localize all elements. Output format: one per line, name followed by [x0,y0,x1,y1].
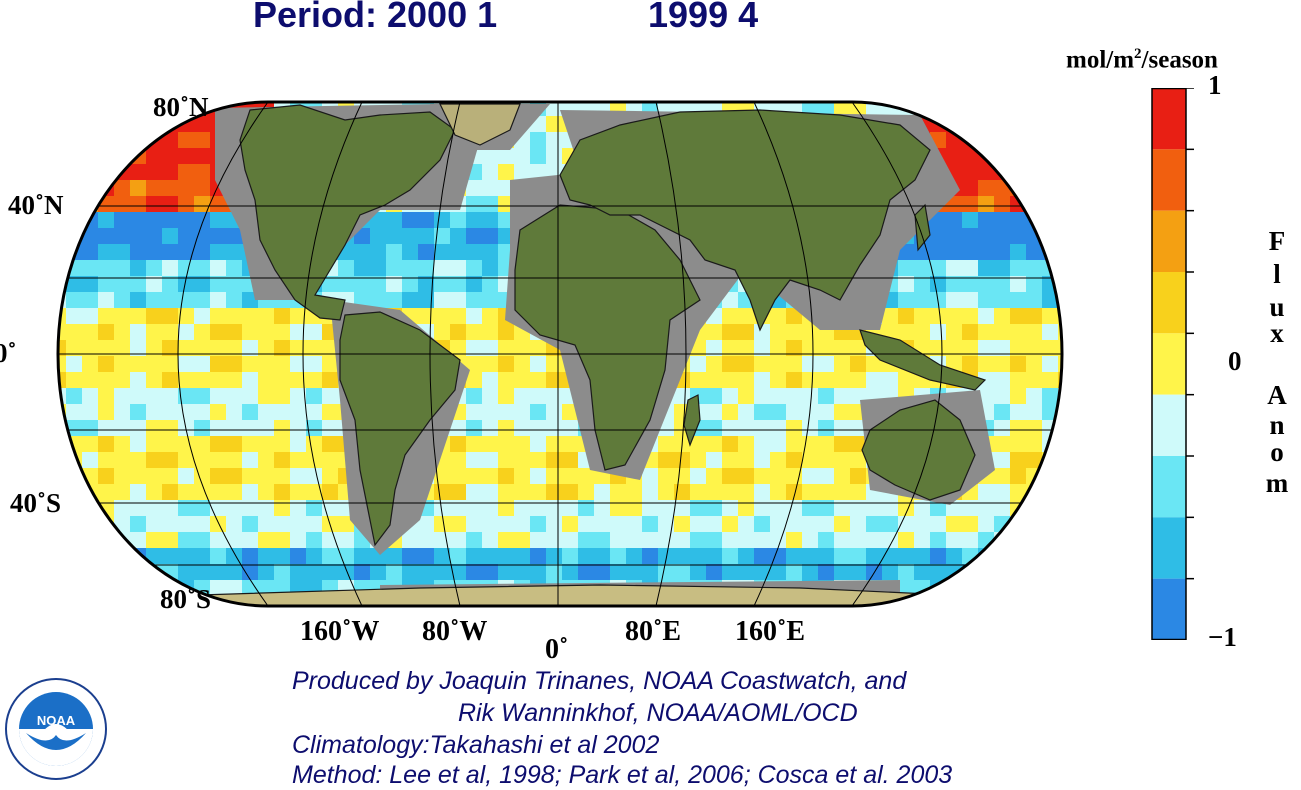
colorbar-title-letter: m [1265,468,1289,498]
colorbar-bin [1152,88,1186,150]
map-border [56,100,1064,608]
land [199,103,1001,606]
lon-label-0: 0˚ [545,634,569,665]
colorbar-unit: mol/m2/season [1066,46,1218,74]
colorbar-bin [1152,394,1186,456]
lat-label-80s: 80˚S [160,584,212,614]
credit-line-4: Method: Lee et al, 1998; Park et al, 200… [292,761,953,789]
credit-line-3: Climatology:Takahashi et al 2002 [292,731,660,759]
lat-label-equator: 0˚ [0,338,17,368]
lon-label-80e: 80˚E [625,616,681,647]
lon-label-160w: 160˚W [300,616,380,647]
colorbar-title-letter: n [1269,410,1285,440]
colorbar [1151,88,1194,640]
noaa-logo-text: NOAA [37,713,76,728]
lon-label-80w: 80˚W [422,616,488,647]
lat-label-80n: 80˚N [153,92,209,122]
colorbar-bin [1152,333,1186,395]
credit-line-1: Produced by Joaquin Trinanes, NOAA Coast… [292,667,907,695]
colorbar-bin [1152,210,1186,272]
title-period: Period: 2000 1 [253,0,498,35]
colorbar-title-letter: o [1270,437,1284,467]
colorbar-title-letter: l [1273,259,1281,289]
colorbar-bin [1152,517,1186,579]
lat-label-40n: 40˚N [8,190,64,220]
colorbar-mid-label: 0 [1228,346,1242,376]
colorbar-bin [1152,272,1186,334]
colorbar-min-label: −1 [1208,622,1237,652]
credit-line-2: Rik Wanninkhof, NOAA/AOML/OCD [458,699,858,727]
colorbar-title-letter: F [1268,226,1286,256]
colorbar-bin [1152,149,1186,211]
lon-label-160e: 160˚E [735,616,805,647]
graticule [58,102,1062,606]
noaa-logo: NOAA [5,678,107,780]
lat-label-40s: 40˚S [10,488,62,518]
colorbar-max-label: 1 [1208,70,1222,100]
colorbar-bin [1152,456,1186,518]
colorbar-title-letter: u [1269,292,1285,322]
map-body [58,102,1062,606]
title-reference-period: 1999 4 [648,0,759,35]
colorbar-bin [1152,578,1186,640]
colorbar-title-letter: x [1270,318,1284,348]
colorbar-title-letter: A [1267,380,1287,410]
colorbar-frame [1151,88,1187,640]
